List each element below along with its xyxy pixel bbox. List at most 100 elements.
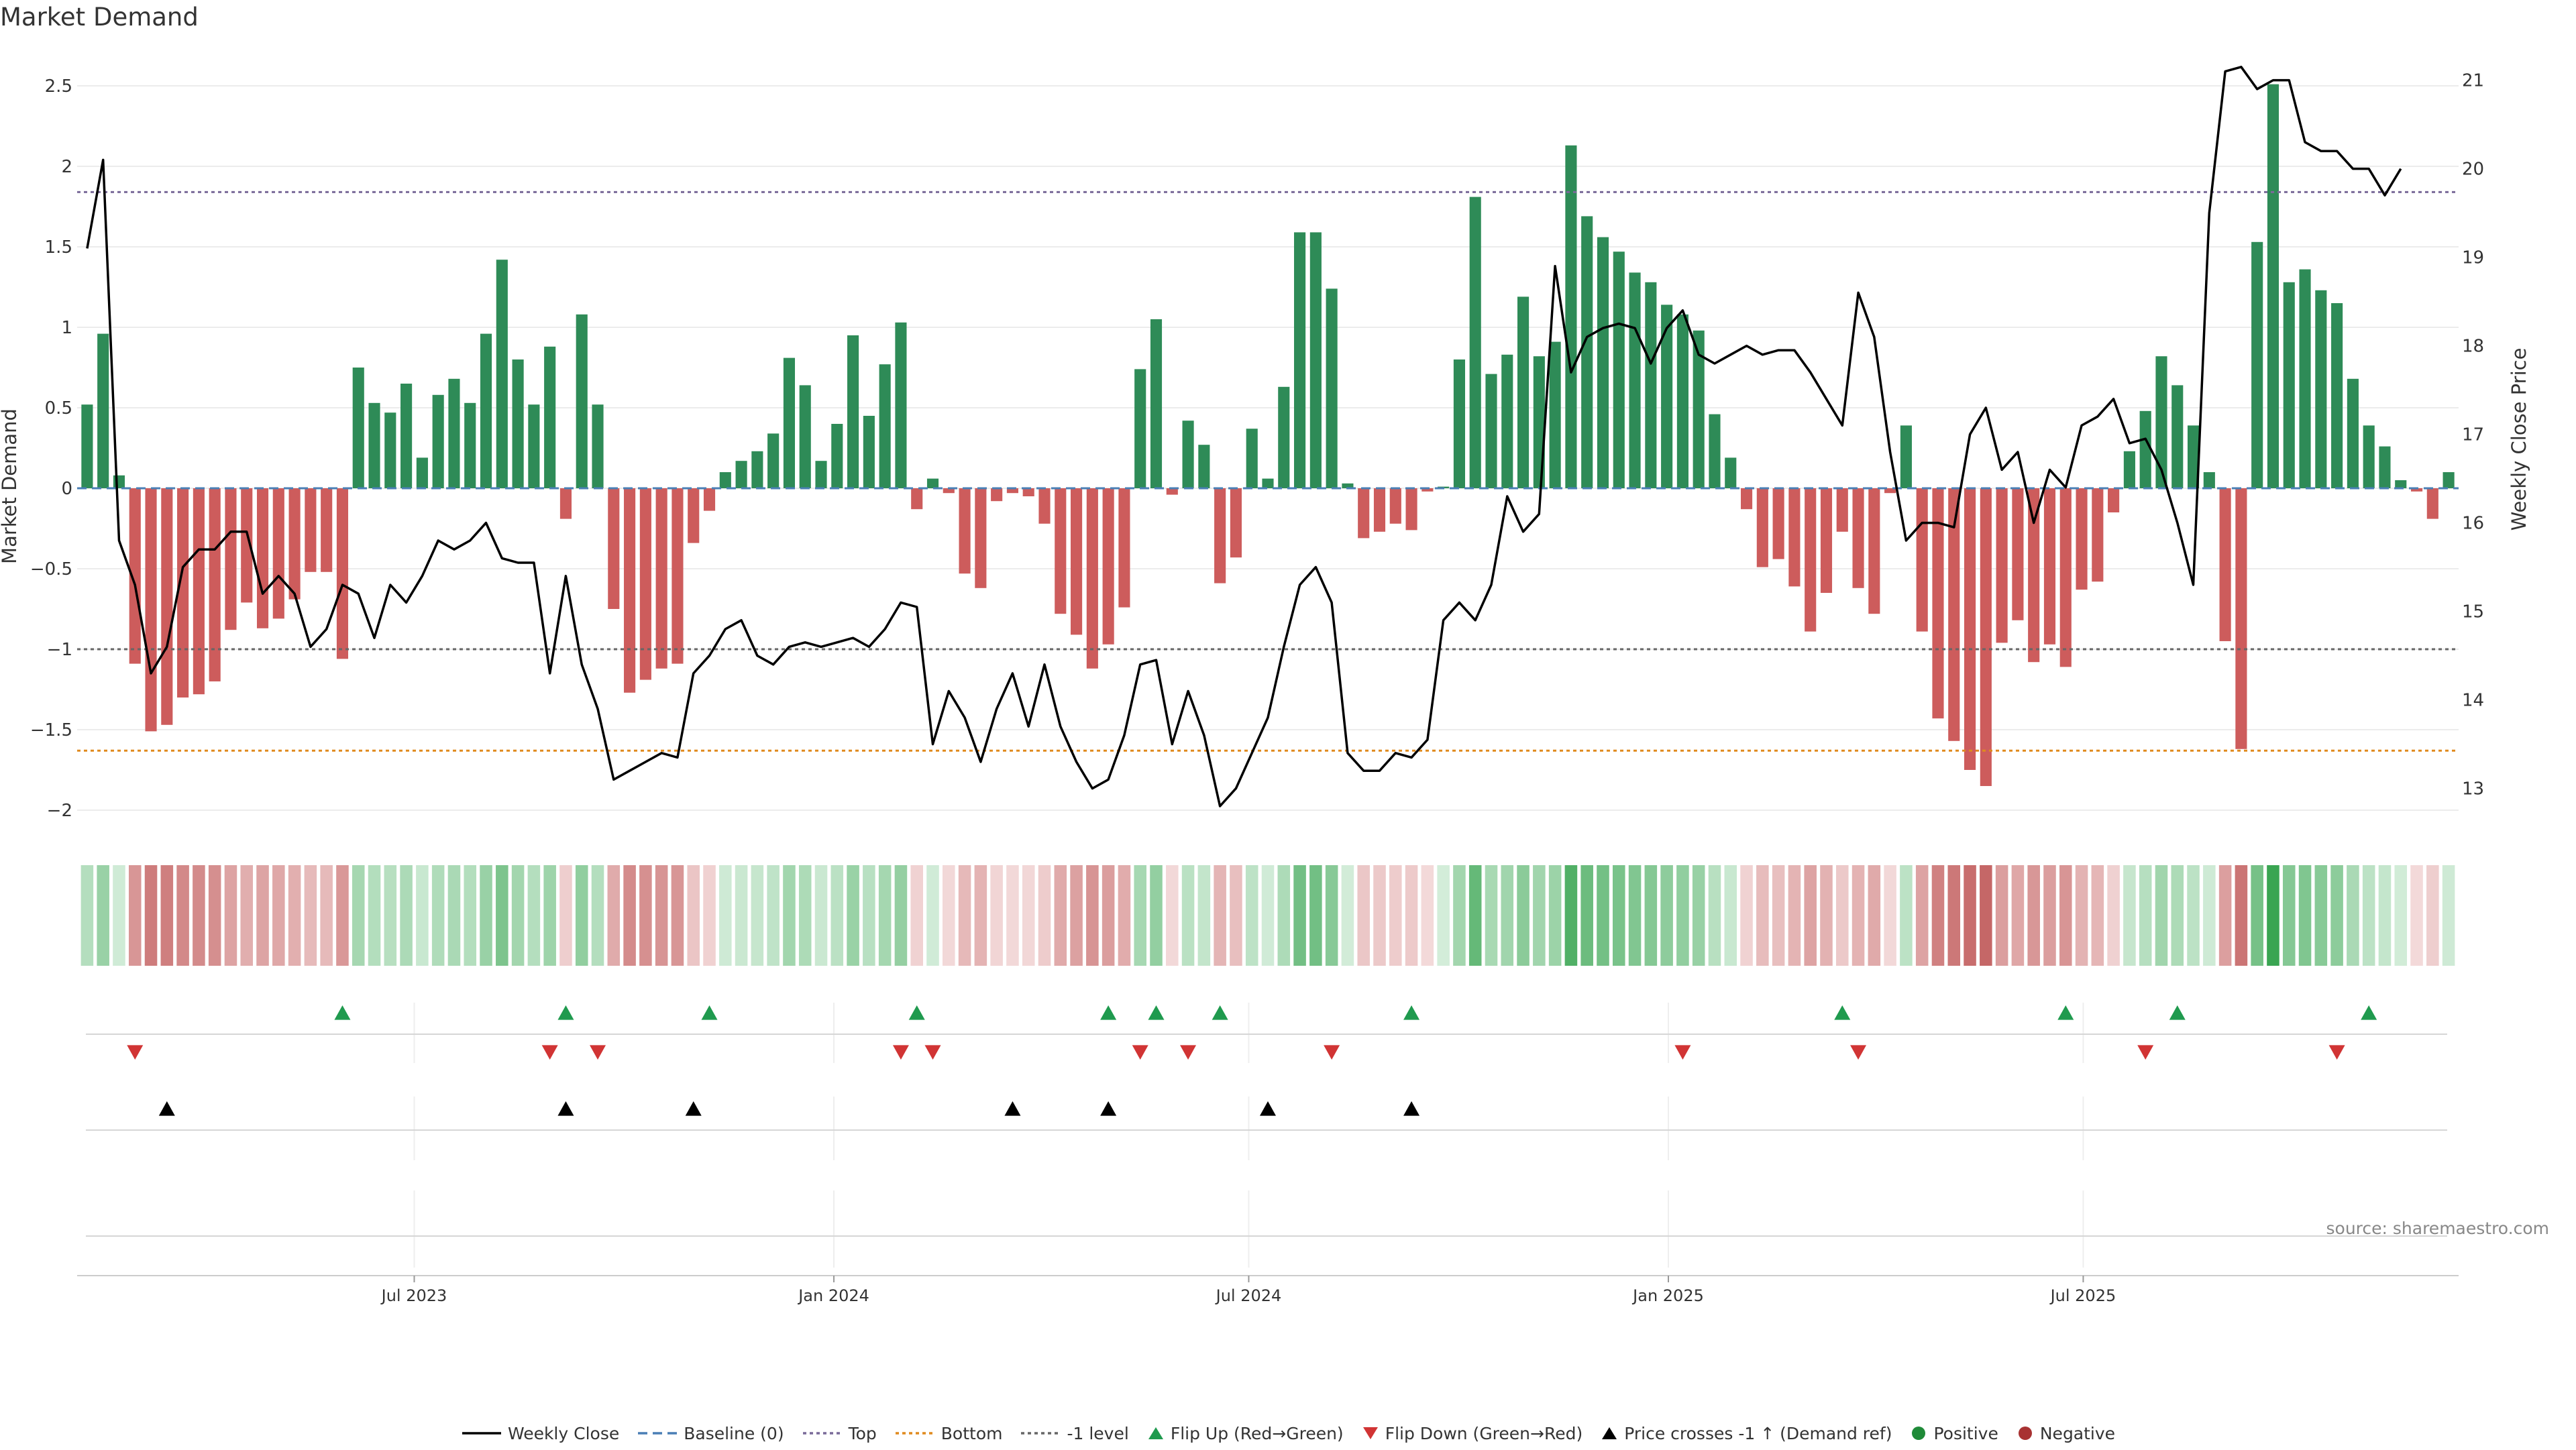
demand-bar — [272, 488, 284, 619]
demand-bar — [1501, 354, 1513, 488]
heat-cell — [2251, 865, 2263, 966]
demand-bar — [1549, 341, 1561, 488]
heat-cell — [2059, 865, 2072, 966]
x-tick-label: Jul 2025 — [2049, 1286, 2116, 1305]
heat-cell — [113, 865, 125, 966]
demand-bar — [209, 488, 221, 681]
demand-bar — [2012, 488, 2024, 620]
price-cross-marker — [158, 1101, 175, 1116]
left-y-axis: −2 −1.5 −1 −0.5 0 0.5 1 1.5 2 2.5 — [30, 76, 72, 821]
legend: Weekly Close Baseline (0) Top Bottom -1 leve… — [0, 1416, 2576, 1450]
heat-cell — [1964, 865, 1976, 966]
demand-bar — [1709, 414, 1721, 488]
heat-cell — [910, 865, 924, 966]
demand-bar — [2171, 385, 2184, 488]
price-cross-marker — [557, 1101, 574, 1116]
heat-cell — [1788, 865, 1801, 966]
demand-bar — [831, 424, 843, 488]
heat-cell — [1309, 865, 1322, 966]
heat-cell — [1692, 865, 1705, 966]
legend-symbol-icon — [1912, 1427, 1926, 1440]
heat-cell — [1517, 865, 1529, 966]
demand-bar — [1294, 232, 1306, 488]
demand-bar — [719, 472, 731, 488]
demand-bar — [2092, 488, 2104, 582]
flip-down-marker — [1324, 1045, 1340, 1060]
heat-cell — [687, 865, 700, 966]
heat-cell — [1437, 865, 1450, 966]
heat-cell — [2011, 865, 2025, 966]
heat-cell — [1485, 865, 1498, 966]
demand-bar — [1134, 369, 1146, 488]
heat-cell — [336, 865, 349, 966]
demand-bar — [1342, 483, 1354, 488]
flip-down-marker — [2328, 1045, 2345, 1060]
heat-cell — [543, 865, 556, 966]
flip-up-marker — [2361, 1005, 2377, 1020]
demand-bar — [608, 488, 620, 609]
demand-bar — [1006, 488, 1018, 494]
heat-cell — [1740, 865, 1753, 966]
heat-cell — [2362, 865, 2375, 966]
demand-bar — [225, 488, 237, 630]
legend-label: Weekly Close — [507, 1423, 620, 1443]
demand-bar — [1996, 488, 2008, 643]
heat-cell — [2442, 865, 2455, 966]
demand-bar — [1980, 488, 1992, 786]
demand-bar — [767, 433, 780, 488]
heat-cell — [878, 865, 892, 966]
demand-bar — [1597, 237, 1609, 488]
heat-cell — [144, 865, 158, 966]
heat-cell — [1197, 865, 1211, 966]
heat-cell — [1070, 865, 1083, 966]
heat-cell — [1261, 865, 1275, 966]
price-cross-marker — [685, 1101, 702, 1116]
demand-bar — [688, 488, 700, 543]
heat-cell — [2123, 865, 2136, 966]
heat-cell — [1150, 865, 1163, 966]
demand-bar — [336, 488, 349, 659]
y2-tick-label: 20 — [2462, 160, 2484, 180]
heat-cell — [1851, 865, 1865, 966]
heat-cell — [1086, 865, 1099, 966]
heat-cell — [2187, 865, 2200, 966]
heat-cell — [480, 865, 492, 966]
heat-cell — [814, 865, 828, 966]
legend-item: Flip Down (Green→Red) — [1361, 1424, 1582, 1443]
demand-bar — [2347, 378, 2359, 488]
heat-cell — [2139, 865, 2152, 966]
demand-bar — [241, 488, 253, 603]
demand-bar — [1071, 488, 1083, 635]
price-cross-marker — [1403, 1101, 1420, 1116]
y-tick-label: 2.5 — [45, 76, 72, 97]
flip-up-marker — [1100, 1005, 1117, 1020]
legend-symbol-icon — [638, 1432, 678, 1435]
demand-bar — [1086, 488, 1098, 669]
heat-cell — [1612, 865, 1625, 966]
heat-cell — [1995, 865, 2008, 966]
demand-bar — [815, 461, 827, 488]
demand-bar — [959, 488, 971, 574]
heat-cell — [751, 865, 764, 966]
demand-bar — [1964, 488, 1976, 770]
heat-cell — [1804, 865, 1817, 966]
demand-bar — [256, 488, 269, 628]
heat-cell — [1277, 865, 1291, 966]
demand-bar — [1868, 488, 1880, 614]
heat-cell — [1054, 865, 1067, 966]
y-tick-label: −2 — [47, 801, 72, 821]
legend-symbol-icon — [1602, 1427, 1617, 1439]
heat-cell — [2027, 865, 2040, 966]
heat-cell — [1501, 865, 1514, 966]
heat-cell — [2203, 865, 2216, 966]
heat-cell — [2426, 865, 2439, 966]
demand-bar — [288, 488, 301, 600]
heat-cell — [2235, 865, 2248, 966]
heat-cell — [384, 865, 397, 966]
y2-tick-label: 21 — [2462, 71, 2484, 91]
demand-bar — [1693, 330, 1705, 488]
heat-cell — [1341, 865, 1354, 966]
heat-cell — [1373, 865, 1386, 966]
source-label: source: sharemaestro.com — [2326, 1219, 2550, 1238]
demand-bar — [672, 488, 684, 664]
